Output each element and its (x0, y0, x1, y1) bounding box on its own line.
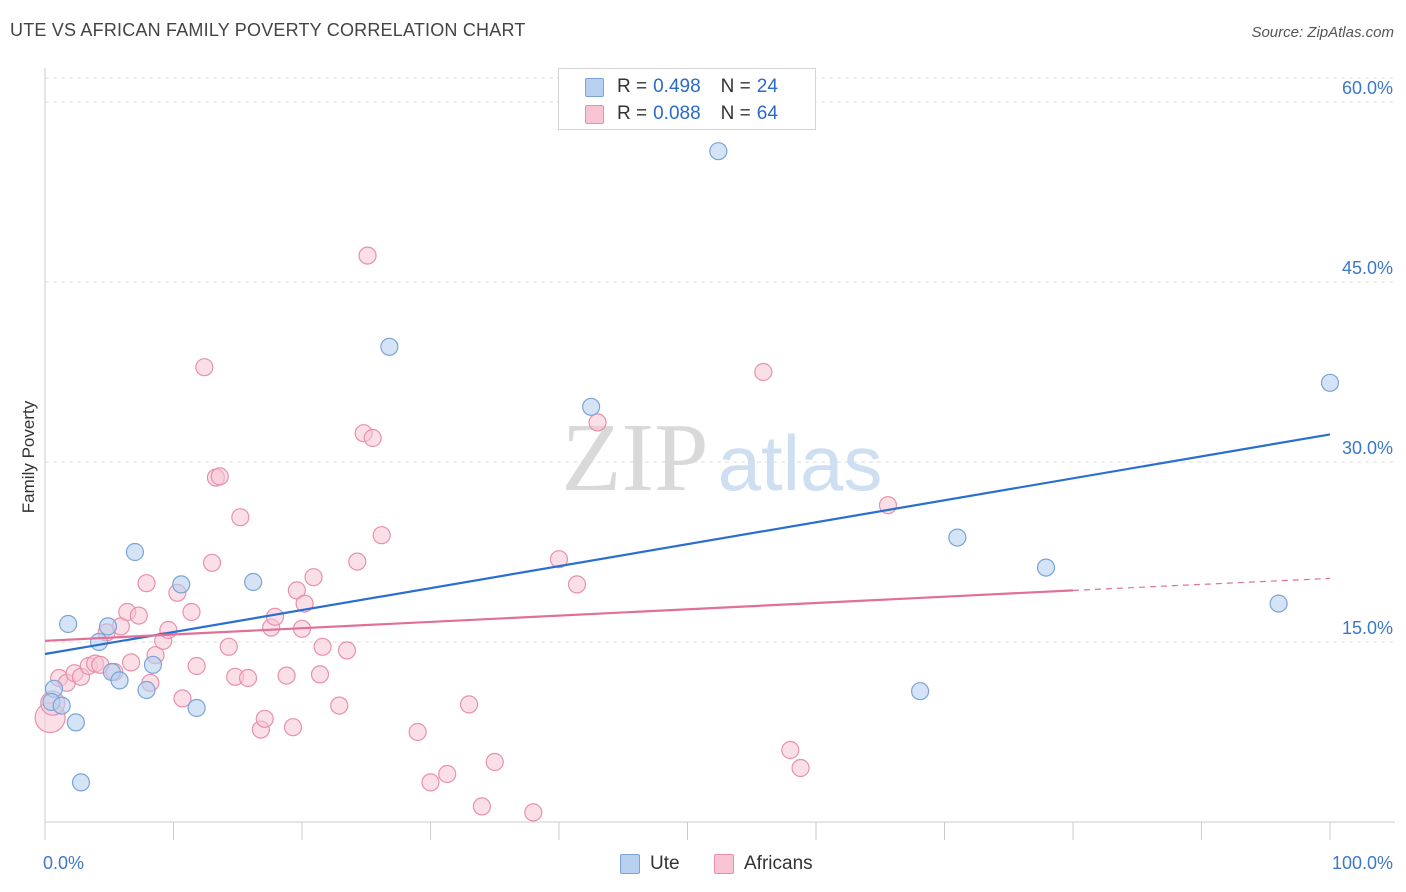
legend-africans-r-value: 0.088 (653, 103, 701, 124)
africans-point (255, 709, 274, 728)
x-tick-label-max: 100.0% (1332, 853, 1393, 873)
watermark-atlas: atlas (718, 419, 883, 507)
bottom-legend-swatch-ute (620, 854, 640, 874)
africans-point (137, 574, 156, 593)
africans-point (238, 668, 258, 688)
africans-point (791, 758, 810, 778)
africans-trend-line (44, 589, 1074, 642)
africans-point (277, 666, 296, 685)
legend-swatch-africans (585, 104, 604, 124)
legend-ute-n-value: 24 (756, 76, 778, 97)
ute-point (244, 572, 263, 592)
ute-point (910, 682, 930, 701)
y-tick-label: 30.0% (1342, 438, 1393, 458)
y-tick-label: 60.0% (1342, 78, 1393, 98)
africans-point (313, 637, 332, 656)
ute-point (89, 632, 109, 652)
source-label: Source: ZipAtlas.com (1251, 24, 1394, 41)
africans-point (781, 740, 800, 760)
africans-point (121, 653, 141, 672)
africans-point (358, 246, 377, 265)
ute-point (71, 773, 91, 792)
africans-point (372, 526, 391, 545)
africans-point (485, 752, 504, 772)
africans-point (283, 718, 303, 737)
tick-labels: 15.0% 30.0% 45.0% 60.0% 0.0% 100.0% (43, 78, 1393, 873)
africans-point (549, 550, 569, 569)
watermark-zip: ZIP (562, 404, 709, 512)
legend-ute-r-value: 0.498 (653, 76, 701, 97)
ute-point (125, 542, 145, 562)
africans-point (588, 413, 607, 432)
ute-point (709, 142, 728, 161)
africans-points (34, 246, 898, 822)
correlation-legend: R = 0.498 N = 24 R = 0.088 N = 64 (558, 68, 816, 130)
africans-point (187, 656, 206, 676)
ute-point (172, 575, 191, 594)
y-axis-label: Family Poverty (19, 400, 38, 513)
ute-point (1320, 373, 1340, 392)
x-tick-label-min: 0.0% (43, 853, 84, 873)
legend-africans-n-value: 64 (756, 103, 778, 124)
africans-point (438, 764, 457, 784)
ute-point (380, 337, 399, 356)
africans-point (337, 641, 357, 660)
bottom-legend-label-ute: Ute (650, 853, 680, 874)
africans-point (330, 696, 349, 715)
africans-point (472, 797, 491, 816)
legend-africans-r-label: R = (617, 103, 648, 124)
legend-africans-n-label: N = (720, 103, 751, 124)
africans-point (348, 552, 367, 571)
africans-point (304, 568, 323, 587)
africans-point (182, 602, 201, 622)
africans-point (363, 428, 382, 448)
legend-row-africans: R = 0.088 N = 64 (585, 102, 778, 126)
ute-trend-line (44, 433, 1331, 656)
africans-point (421, 773, 440, 792)
africans-point (754, 362, 773, 382)
africans-point (459, 695, 479, 714)
ute-point (948, 528, 967, 547)
legend-ute-r-label: R = (617, 76, 648, 97)
grid-lines (45, 77, 1395, 643)
ute-point (52, 696, 71, 715)
axes (44, 68, 1395, 840)
y-tick-label: 15.0% (1342, 618, 1393, 638)
africans-point (524, 803, 543, 822)
ute-point (1036, 558, 1056, 577)
ute-point (59, 614, 78, 634)
chart-title: UTE VS AFRICAN FAMILY POVERTY CORRELATIO… (10, 20, 526, 40)
ute-point (1269, 594, 1288, 613)
africans-point (567, 575, 587, 594)
legend-ute-n-label: N = (720, 76, 751, 97)
africans-trend-extension (1072, 577, 1331, 591)
bottom-legend-label-africans: Africans (744, 853, 813, 874)
bottom-legend-swatch-africans (714, 854, 734, 874)
africans-point (408, 722, 427, 742)
y-tick-label: 45.0% (1342, 258, 1393, 278)
ute-point (143, 655, 163, 674)
ute-point (582, 397, 601, 416)
ute-point (137, 680, 156, 700)
watermark: ZIP atlas (562, 404, 883, 512)
legend-row-ute: R = 0.498 N = 24 (585, 75, 778, 99)
bottom-legend-africans: Africans (714, 852, 813, 876)
africans-point (210, 467, 229, 486)
ute-point (110, 671, 129, 690)
ute-point (98, 617, 118, 636)
africans-point (219, 637, 238, 656)
africans-point (231, 508, 250, 527)
ute-point (66, 713, 85, 732)
ute-points (42, 142, 1340, 792)
legend-swatch-ute (585, 77, 604, 97)
africans-point (202, 553, 222, 572)
bottom-legend-ute: Ute (620, 852, 680, 876)
africans-point (195, 358, 214, 377)
africans-point (173, 689, 192, 708)
trend-lines (44, 433, 1331, 656)
ute-point (187, 698, 206, 718)
africans-point (310, 665, 330, 684)
africans-point (129, 606, 148, 625)
